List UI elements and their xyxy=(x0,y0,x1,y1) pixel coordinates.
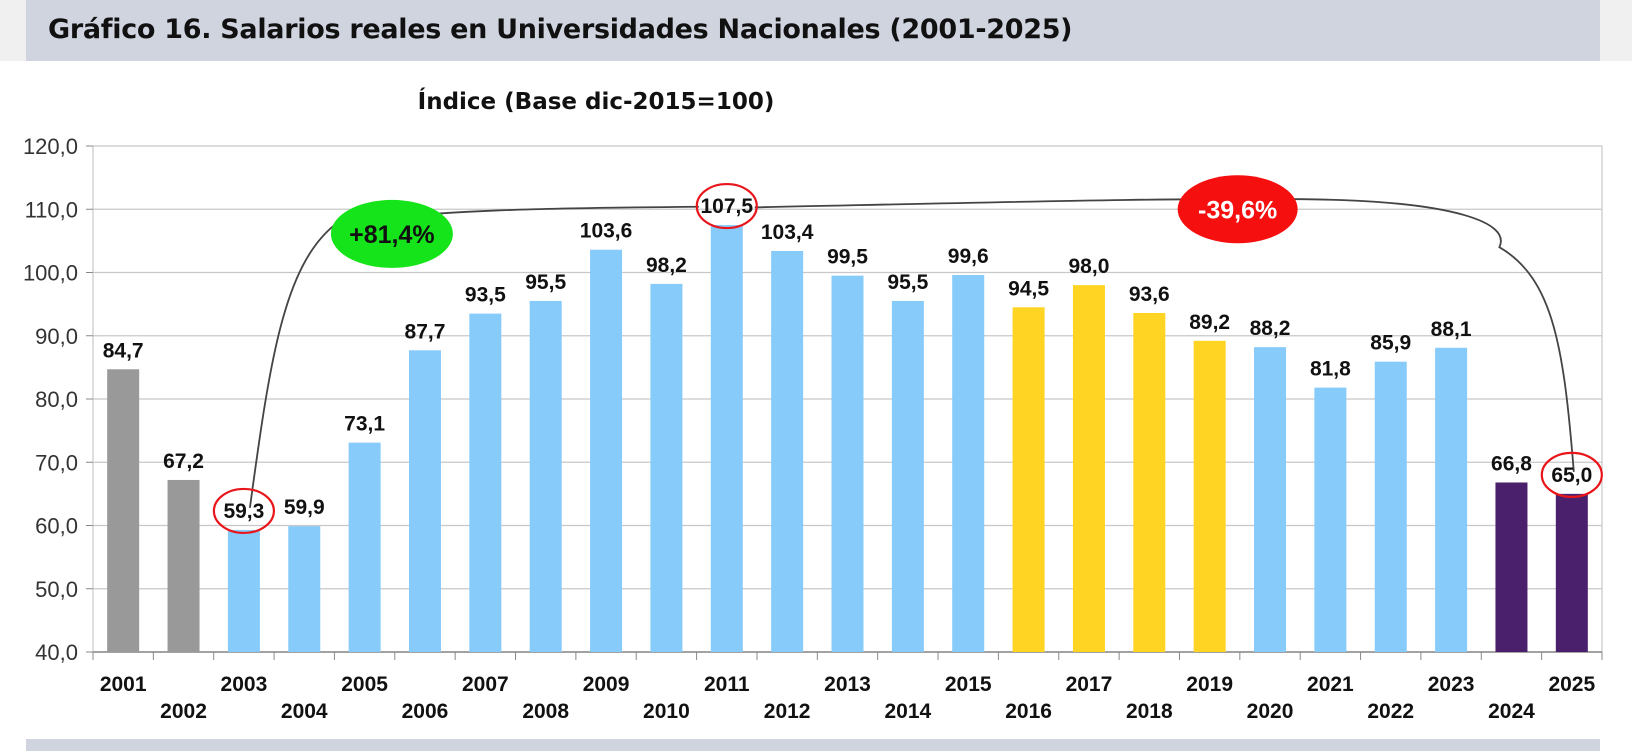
bar-2007 xyxy=(469,313,502,652)
value-label-2005: 73,1 xyxy=(344,413,385,436)
value-label-2021: 81,8 xyxy=(1310,358,1351,381)
bar-2015 xyxy=(952,275,985,652)
value-label-2025: 65,0 xyxy=(1551,464,1592,487)
x-tick-label-2022: 2022 xyxy=(1367,700,1414,723)
left-margin-strip xyxy=(0,0,26,61)
value-label-2023: 88,1 xyxy=(1431,318,1472,341)
x-tick-label-2013: 2013 xyxy=(824,673,871,696)
value-label-2024: 66,8 xyxy=(1491,452,1532,475)
value-label-2022: 85,9 xyxy=(1370,332,1411,355)
x-tick-label-2014: 2014 xyxy=(885,700,932,723)
value-label-2011: 107,5 xyxy=(700,195,753,218)
change-badge-label-up: +81,4% xyxy=(349,221,435,249)
x-tick-label-2017: 2017 xyxy=(1066,673,1113,696)
bar-2014 xyxy=(891,300,924,652)
change-badge-down xyxy=(1177,175,1298,244)
bar-2013 xyxy=(831,275,864,652)
x-tick-label-2023: 2023 xyxy=(1428,673,1475,696)
bar-2019 xyxy=(1193,340,1226,652)
x-tick-label-2018: 2018 xyxy=(1126,700,1173,723)
bar-2005 xyxy=(348,442,381,652)
x-tick-label-2008: 2008 xyxy=(522,700,569,723)
chart-subtitle: Índice (Base dic-2015=100) xyxy=(417,89,775,115)
bar-2004 xyxy=(288,526,321,652)
page-title: Gráfico 16. Salarios reales en Universid… xyxy=(48,14,1073,45)
y-tick-label: 70,0 xyxy=(35,450,78,475)
x-tick-label-2002: 2002 xyxy=(160,700,207,723)
x-tick-label-2010: 2010 xyxy=(643,700,690,723)
value-label-2014: 95,5 xyxy=(887,271,928,294)
value-label-2013: 99,5 xyxy=(827,246,868,269)
value-label-2002: 67,2 xyxy=(163,450,204,473)
value-label-2012: 103,4 xyxy=(761,221,814,244)
y-tick-label: 80,0 xyxy=(35,387,78,412)
value-label-2003: 59,3 xyxy=(223,500,264,523)
y-tick-label: 120,0 xyxy=(23,134,78,159)
x-tick-label-2021: 2021 xyxy=(1307,673,1354,696)
value-label-2007: 93,5 xyxy=(465,284,506,307)
x-tick-label-2003: 2003 xyxy=(221,673,268,696)
bottom-bar xyxy=(26,739,1600,751)
x-tick-label-2004: 2004 xyxy=(281,700,328,723)
bar-2006 xyxy=(408,350,441,652)
y-tick-label: 110,0 xyxy=(25,197,78,222)
bar-2025 xyxy=(1555,493,1588,652)
x-tick-label-2009: 2009 xyxy=(583,673,630,696)
value-label-2015: 99,6 xyxy=(948,245,989,268)
highlight-circle-2025 xyxy=(1540,451,1603,498)
bar-2012 xyxy=(771,250,804,652)
value-label-2001: 84,7 xyxy=(103,339,144,362)
change-badge-up xyxy=(330,199,453,268)
y-tick-label: 40,0 xyxy=(35,640,78,665)
x-tick-label-2011: 2011 xyxy=(704,673,750,696)
y-tick-label: 50,0 xyxy=(35,577,78,602)
right-margin-strip xyxy=(1600,0,1632,61)
value-label-2017: 98,0 xyxy=(1069,255,1110,278)
y-tick-label: 60,0 xyxy=(35,514,78,539)
highlight-circle-2003 xyxy=(212,487,275,535)
x-tick-label-2025: 2025 xyxy=(1548,673,1595,696)
bar-2003 xyxy=(227,529,260,652)
bar-2022 xyxy=(1374,361,1407,652)
value-label-2018: 93,6 xyxy=(1129,283,1170,306)
bar-2024 xyxy=(1495,482,1528,652)
connector-curve-down xyxy=(754,198,1575,472)
x-tick-label-2020: 2020 xyxy=(1247,700,1294,723)
bar-2008 xyxy=(529,300,562,652)
value-label-2009: 103,6 xyxy=(580,220,633,243)
x-tick-label-2015: 2015 xyxy=(945,673,992,696)
bar-2018 xyxy=(1133,312,1166,652)
x-tick-label-2016: 2016 xyxy=(1005,700,1052,723)
bar-2002 xyxy=(167,479,200,652)
bar-2001 xyxy=(107,369,140,652)
value-label-2016: 94,5 xyxy=(1008,277,1049,300)
x-tick-label-2001: 2001 xyxy=(100,673,147,696)
bar-2011 xyxy=(710,225,743,652)
y-tick-label: 90,0 xyxy=(35,324,78,349)
x-tick-label-2005: 2005 xyxy=(341,673,388,696)
change-badge-label-down: -39,6% xyxy=(1198,196,1277,224)
bar-2016 xyxy=(1012,307,1045,652)
x-tick-label-2006: 2006 xyxy=(402,700,449,723)
x-tick-label-2007: 2007 xyxy=(462,673,509,696)
x-tick-label-2012: 2012 xyxy=(764,700,811,723)
value-label-2020: 88,2 xyxy=(1250,317,1291,340)
value-label-2006: 87,7 xyxy=(405,320,446,343)
bar-2023 xyxy=(1435,347,1468,652)
bar-2017 xyxy=(1072,285,1105,652)
y-tick-label: 100,0 xyxy=(23,261,78,286)
value-label-2004: 59,9 xyxy=(284,496,325,519)
bar-2020 xyxy=(1254,347,1287,652)
highlight-circle-2011 xyxy=(695,182,758,230)
value-label-2008: 95,5 xyxy=(525,271,566,294)
bar-2009 xyxy=(590,249,623,653)
value-label-2010: 98,2 xyxy=(646,254,687,277)
x-tick-label-2019: 2019 xyxy=(1186,673,1233,696)
title-bar xyxy=(26,0,1600,61)
value-label-2019: 89,2 xyxy=(1189,311,1230,334)
bar-2021 xyxy=(1314,387,1347,652)
x-tick-label-2024: 2024 xyxy=(1488,700,1535,723)
bar-2010 xyxy=(650,283,683,652)
